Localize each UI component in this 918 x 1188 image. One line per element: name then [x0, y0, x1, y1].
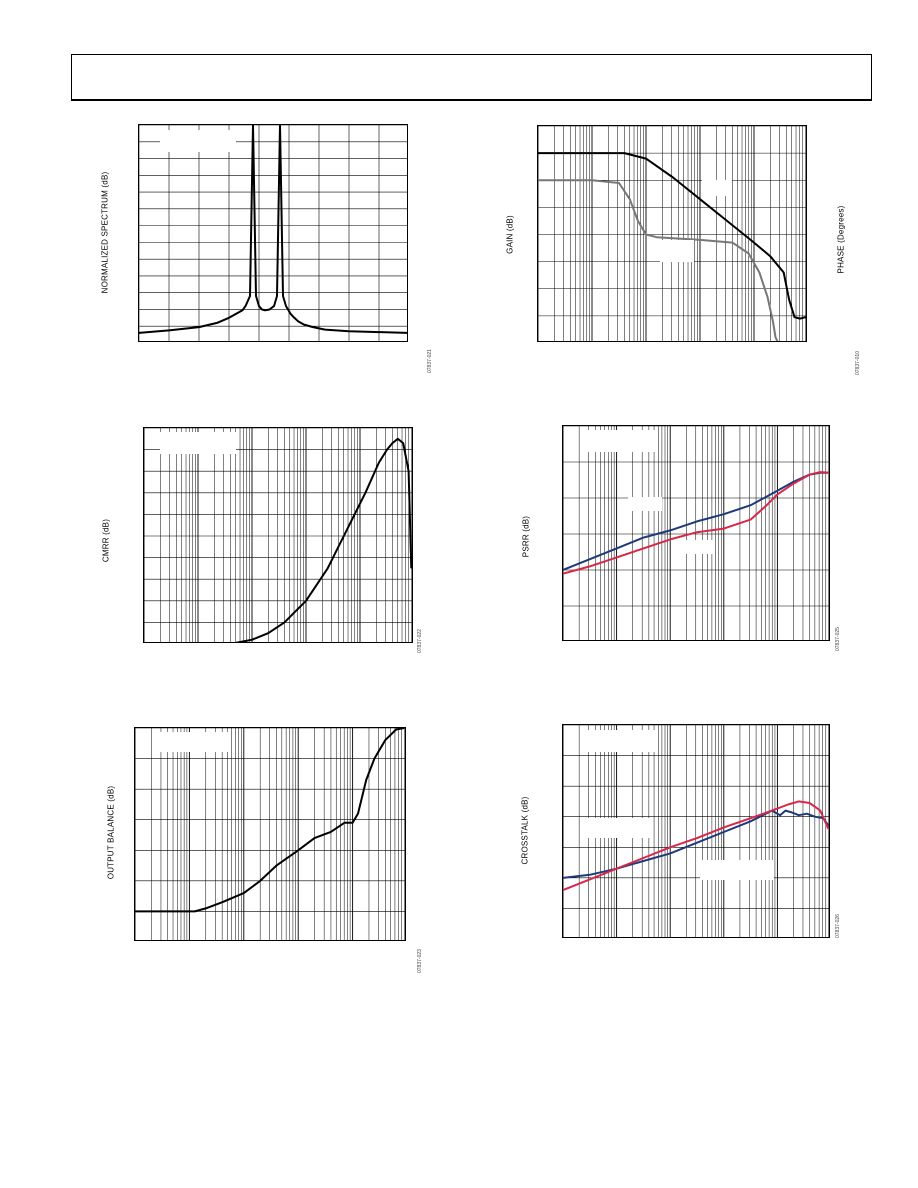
- fig-id-23: 07837-023: [417, 949, 423, 973]
- output-balance-y-label: OUTPUT BALANCE (dB): [106, 785, 116, 880]
- gain-y-label: GAIN (dB): [505, 215, 515, 254]
- fig-id-25: 07837-025: [835, 627, 841, 651]
- series-line-gain: [538, 152, 806, 320]
- cmrr-plot: [143, 427, 413, 643]
- cmrr-y-label: CMRR (dB): [101, 518, 111, 563]
- fig-id-22: 07837-022: [417, 629, 423, 653]
- grid: [538, 126, 806, 341]
- series-line-red: [563, 471, 829, 575]
- psrr-plot: [562, 425, 830, 641]
- series-line-red: [563, 800, 829, 892]
- grid: [139, 125, 407, 341]
- spectrum-y-label: NORMALIZED SPECTRUM (dB): [100, 171, 110, 294]
- fig-id-26: 07837-026: [835, 914, 841, 938]
- fig-id-21: 07837-021: [427, 349, 433, 373]
- series-line-blue: [563, 471, 829, 571]
- crosstalk-y-label: CROSSTALK (dB): [520, 796, 530, 865]
- grid: [135, 728, 405, 940]
- series-line-phase: [538, 179, 779, 341]
- series-line-0: [234, 437, 412, 642]
- grid: [144, 428, 412, 642]
- series-line-0: [139, 125, 407, 334]
- psrr-y-label: PSRR (dB): [521, 515, 531, 558]
- grid: [563, 426, 829, 640]
- phase-y-label: PHASE (Degrees): [836, 205, 846, 274]
- fig-id-10: 07837-010: [855, 351, 861, 375]
- gain-phase-plot: [537, 125, 807, 342]
- normalized-spectrum-plot: [138, 124, 408, 342]
- page-header-box: [71, 54, 872, 101]
- series-line-0: [135, 728, 405, 913]
- output-balance-plot: [134, 727, 406, 941]
